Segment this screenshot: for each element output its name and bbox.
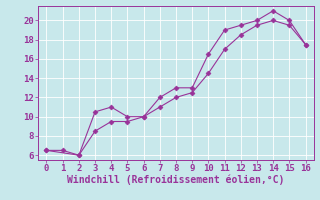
X-axis label: Windchill (Refroidissement éolien,°C): Windchill (Refroidissement éolien,°C)	[67, 175, 285, 185]
